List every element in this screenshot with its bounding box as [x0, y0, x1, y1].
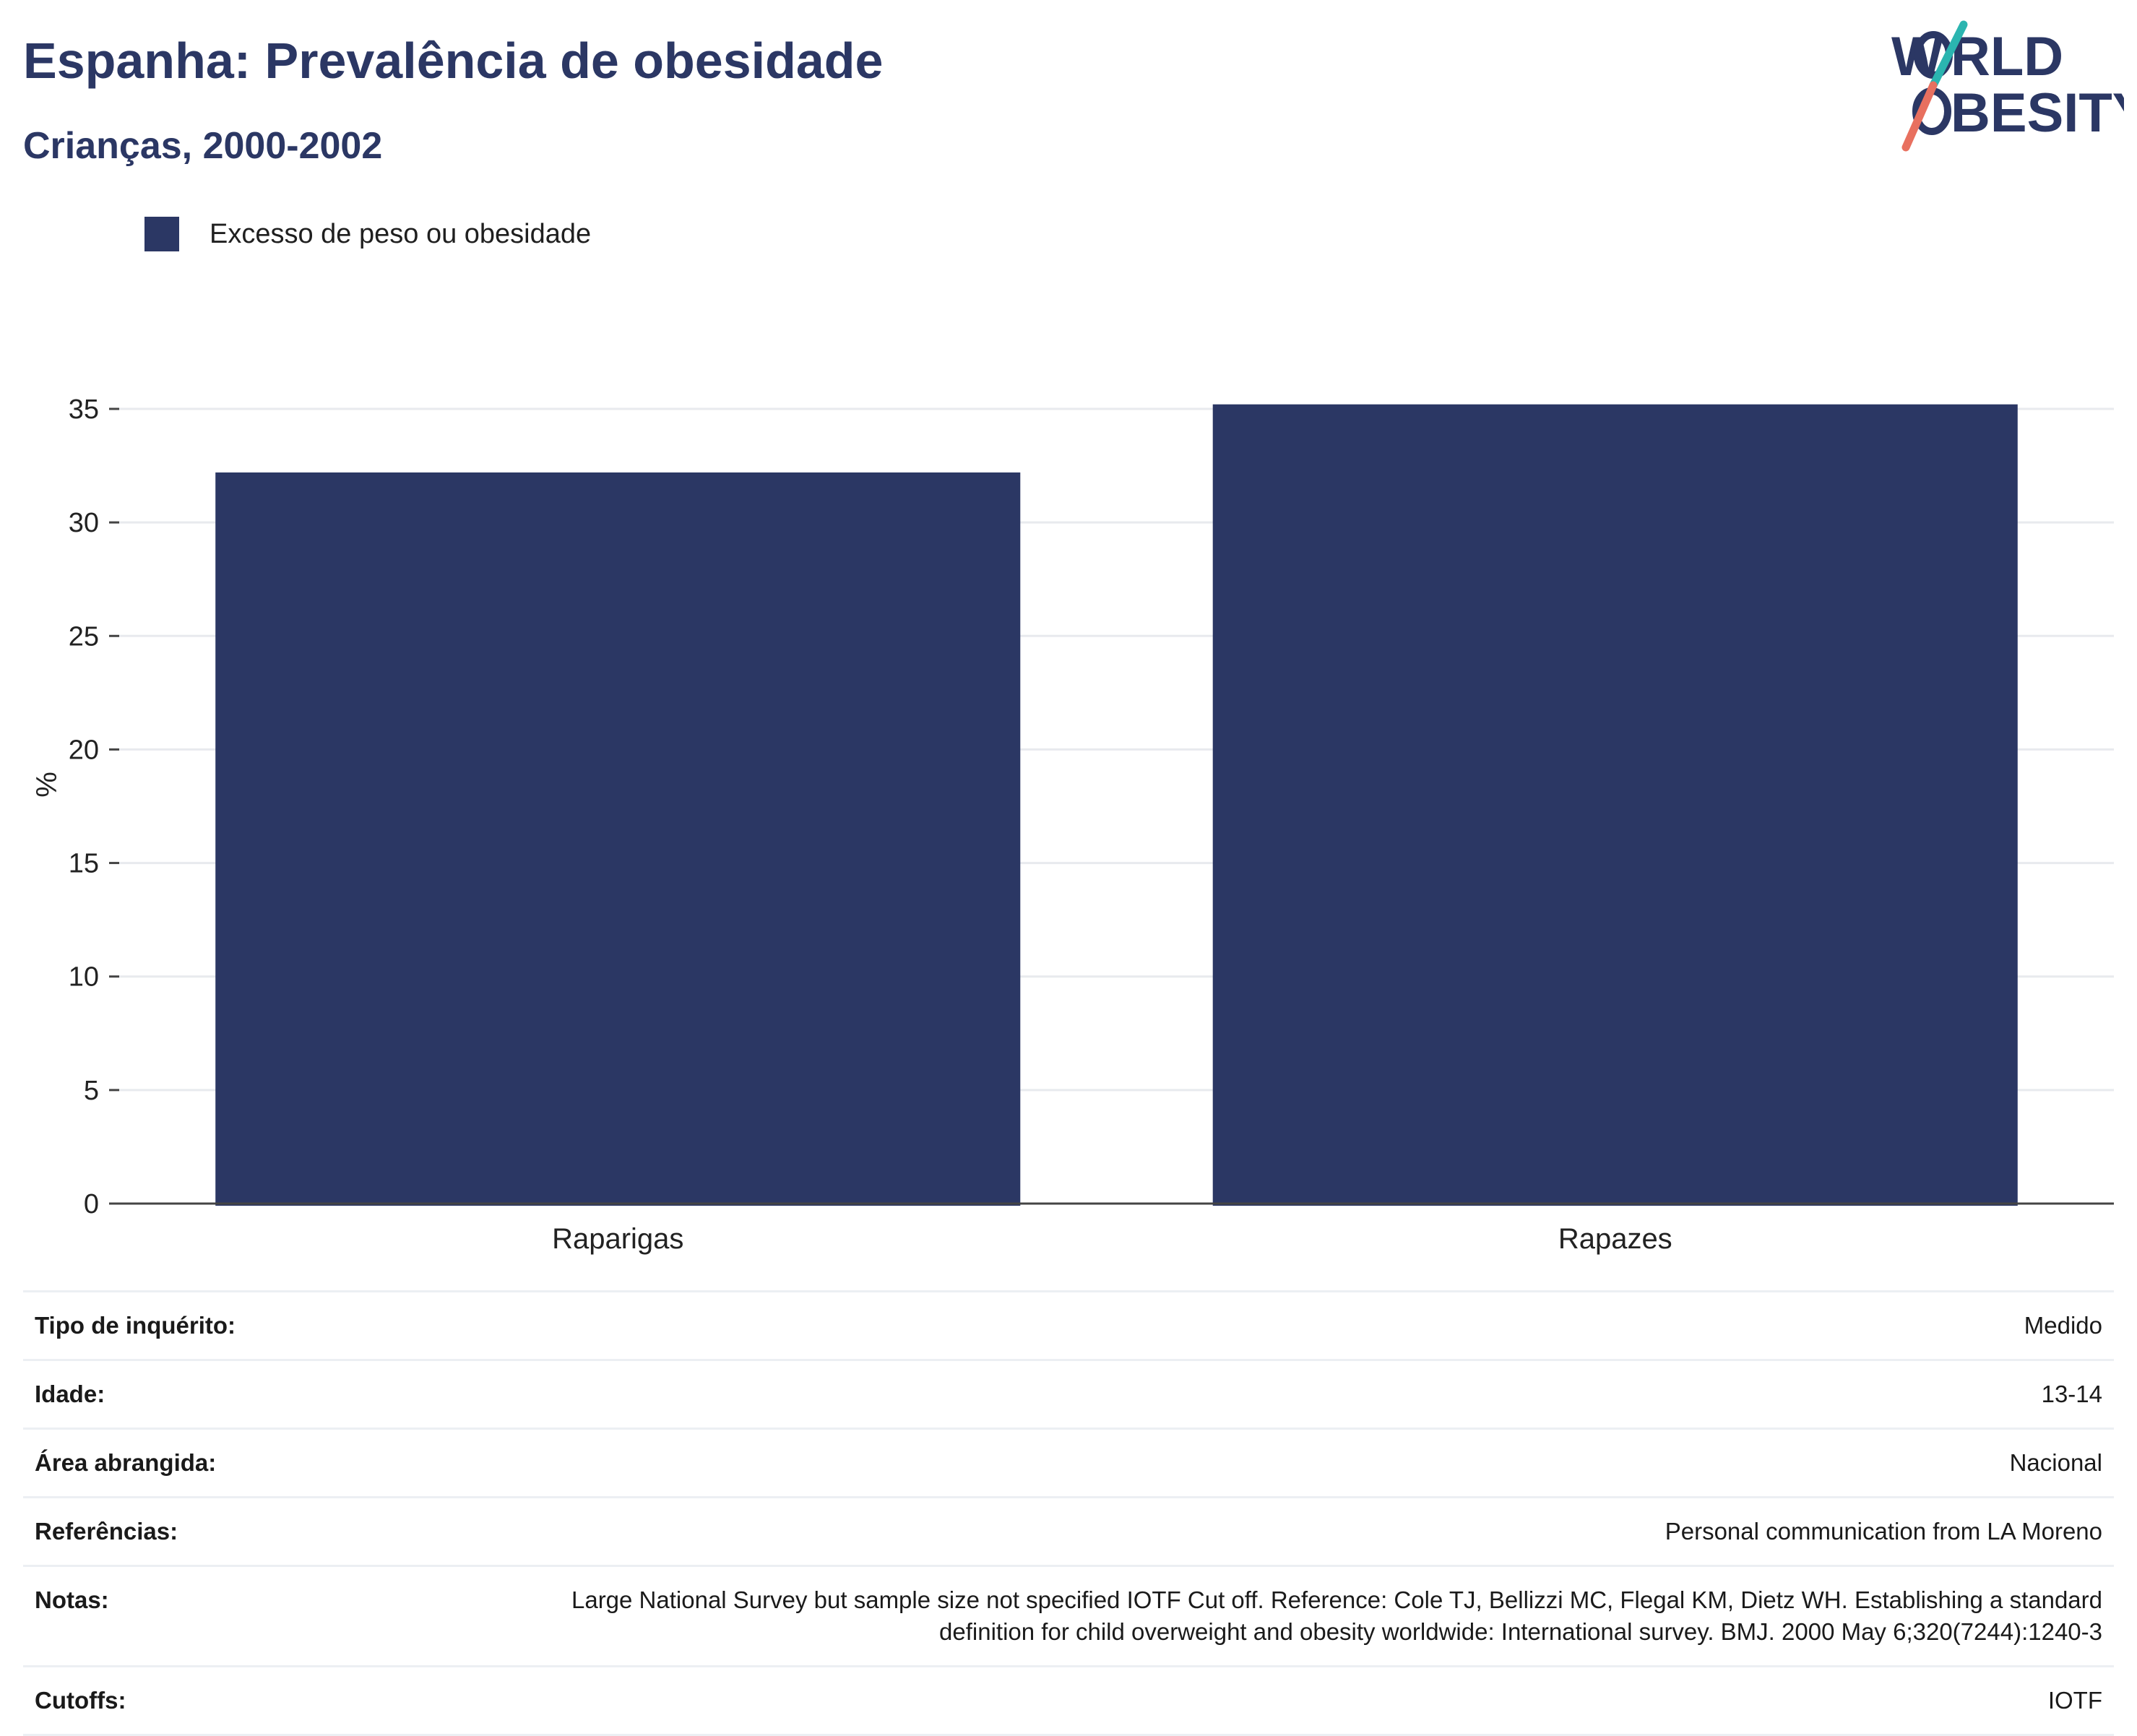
info-label: Tipo de inquérito: — [35, 1312, 236, 1339]
info-label: Área abrangida: — [35, 1449, 217, 1476]
info-row: Cutoffs: IOTF — [23, 1666, 2114, 1735]
y-tick-label: 0 — [84, 1189, 99, 1219]
info-label: Cutoffs: — [35, 1687, 126, 1714]
chart-subtitle: Crianças, 2000-2002 — [23, 125, 383, 167]
y-tick-label: 15 — [69, 849, 99, 879]
logo-slash-coral — [1901, 81, 1938, 152]
y-tick-label: 20 — [69, 735, 99, 765]
logo-line1b: RLD — [1951, 26, 2063, 87]
info-label: Notas: — [35, 1586, 109, 1613]
y-tick-label: 5 — [84, 1076, 99, 1106]
info-label: Referências: — [35, 1518, 178, 1545]
chart-title: Espanha: Prevalência de obesidade — [23, 33, 884, 89]
legend-label: Excesso de peso ou obesidade — [210, 218, 592, 249]
y-tick-label: 25 — [69, 621, 99, 652]
info-value: Personal communication from LA Moreno — [1665, 1518, 2102, 1545]
logo-slash-teal — [1929, 20, 1968, 90]
info-row: Referências: Personal communication from … — [23, 1497, 2114, 1566]
world-obesity-logo: W RLD BESITY — [1891, 20, 2124, 152]
info-value: 13-14 — [2041, 1381, 2102, 1407]
info-value: IOTF — [2047, 1687, 2102, 1714]
info-row: Notas: Large National Survey but sample s… — [23, 1566, 2114, 1667]
bar-raparigas — [215, 472, 1021, 1206]
bar-rapazes — [1212, 404, 2018, 1206]
y-tick-label: 10 — [69, 962, 99, 993]
info-row: Idade: 13-14 — [23, 1360, 2114, 1429]
bar-chart: 0 5 10 15 20 25 30 35% Raparigas Rapazes — [31, 394, 2114, 1255]
logo-line2b: BESITY — [1951, 82, 2124, 144]
y-tick-label: 30 — [69, 508, 99, 538]
y-tick-label: 35 — [69, 394, 99, 425]
y-axis-label: % — [31, 772, 63, 798]
info-value: Large National Survey but sample size no… — [571, 1586, 2102, 1645]
info-row: Tipo de inquérito: Medido — [23, 1291, 2114, 1360]
x-tick-label: Rapazes — [1558, 1223, 1672, 1255]
info-row: Área abrangida: Nacional — [23, 1428, 2114, 1498]
legend-swatch — [144, 217, 179, 251]
info-label: Idade: — [35, 1381, 105, 1407]
info-table: Tipo de inquérito: Medido Idade: 13-14 Área … — [23, 1290, 2114, 1736]
info-value: Nacional — [2009, 1449, 2102, 1476]
x-tick-label: Raparigas — [552, 1223, 683, 1255]
info-value: Medido — [2024, 1312, 2102, 1339]
legend: Excesso de peso ou obesidade — [144, 217, 591, 251]
